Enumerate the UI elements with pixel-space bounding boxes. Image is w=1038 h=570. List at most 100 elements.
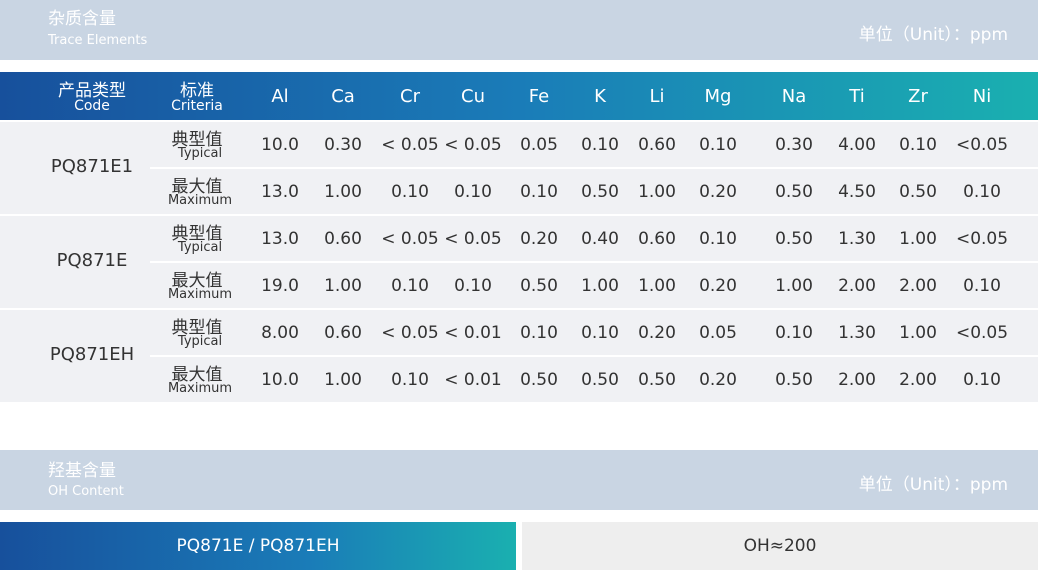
- header-element: Ti: [849, 86, 865, 107]
- value: 1.00: [581, 276, 619, 296]
- value: 0.20: [638, 323, 676, 343]
- value: 0.60: [324, 229, 362, 249]
- section-subtitle: Trace Elements: [48, 33, 148, 48]
- value: 0.60: [324, 323, 362, 343]
- value: 19.0: [261, 276, 299, 296]
- header-element: Cu: [461, 86, 485, 107]
- value: 0.60: [638, 229, 676, 249]
- header-element: Ca: [331, 86, 355, 107]
- value: < 0.05: [381, 229, 439, 249]
- row-separator: [150, 167, 1038, 169]
- criteria-label: 典型值: [171, 318, 223, 338]
- value: 0.10: [775, 323, 813, 343]
- value: 0.30: [324, 135, 362, 155]
- value: 0.10: [391, 370, 429, 390]
- value: 10.0: [261, 135, 299, 155]
- value: 2.00: [899, 276, 937, 296]
- value: 0.50: [899, 182, 937, 202]
- value: 0.20: [699, 276, 737, 296]
- row-group: PQ871EH 典型值 Typical 8.00 0.60 < 0.05 < 0.01 0.1…: [0, 310, 1038, 402]
- value: 0.05: [699, 323, 737, 343]
- criteria-label-en: Typical: [177, 240, 223, 255]
- section-subtitle: OH Content: [48, 484, 124, 499]
- section-title: 羟基含量: [48, 461, 116, 481]
- value: 0.40: [581, 229, 619, 249]
- value: < 0.05: [444, 229, 502, 249]
- value: 13.0: [261, 182, 299, 202]
- value: 0.20: [699, 370, 737, 390]
- trace-banner: 杂质含量 Trace Elements 单位（Unit）：ppm: [0, 0, 1038, 60]
- value: 0.30: [775, 135, 813, 155]
- value: 0.05: [520, 135, 558, 155]
- value: 0.10: [963, 182, 1001, 202]
- criteria-label-en: Maximum: [167, 193, 233, 208]
- value: 0.10: [963, 276, 1001, 296]
- header-criteria: 标准: [180, 81, 214, 101]
- header-element: Li: [649, 86, 665, 107]
- header-element: Al: [271, 86, 289, 107]
- criteria-label-en: Typical: [177, 146, 223, 161]
- value: 1.30: [838, 229, 876, 249]
- oh-value: OH≈200: [522, 522, 1038, 570]
- value: 2.00: [899, 370, 937, 390]
- value: 0.60: [638, 135, 676, 155]
- value: 0.50: [775, 370, 813, 390]
- value: 8.00: [261, 323, 299, 343]
- value: < 0.05: [381, 135, 439, 155]
- value: 0.50: [520, 370, 558, 390]
- row-separator: [150, 355, 1038, 357]
- value: 0.10: [899, 135, 937, 155]
- criteria-label: 典型值: [171, 130, 223, 150]
- value: 1.00: [324, 182, 362, 202]
- section-title: 杂质含量: [48, 9, 116, 29]
- value: 1.00: [638, 276, 676, 296]
- value: 0.10: [391, 182, 429, 202]
- value: 0.50: [638, 370, 676, 390]
- header-code: 产品类型: [58, 81, 126, 101]
- value: 1.00: [638, 182, 676, 202]
- value: 0.50: [775, 229, 813, 249]
- criteria-label-en: Maximum: [167, 287, 233, 302]
- header-element: Cr: [400, 86, 420, 107]
- value: 0.10: [454, 276, 492, 296]
- product-code: PQ871EH: [49, 344, 135, 365]
- criteria-label: 最大值: [171, 271, 223, 291]
- value: <0.05: [955, 135, 1009, 155]
- value: 1.00: [324, 370, 362, 390]
- value: 0.10: [391, 276, 429, 296]
- value: 2.00: [838, 370, 876, 390]
- value: <0.05: [955, 323, 1009, 343]
- unit: 单位（Unit）：ppm: [858, 25, 1008, 45]
- value: 0.10: [520, 182, 558, 202]
- value: 0.50: [775, 182, 813, 202]
- criteria-label: 最大值: [171, 177, 223, 197]
- criteria-label-en: Maximum: [167, 381, 233, 396]
- value: 1.30: [838, 323, 876, 343]
- value: 0.10: [699, 229, 737, 249]
- header-element: Na: [781, 86, 807, 107]
- criteria-label-en: Typical: [177, 334, 223, 349]
- value: 1.00: [324, 276, 362, 296]
- header-element: K: [594, 86, 606, 107]
- product-code: PQ871E: [56, 250, 128, 271]
- header-element: Mg: [704, 86, 732, 107]
- value: 2.00: [838, 276, 876, 296]
- value: < 0.01: [444, 323, 502, 343]
- value: 4.00: [838, 135, 876, 155]
- header-criteria-en: Criteria: [171, 98, 223, 114]
- row-group: PQ871E1 典型值 Typical 10.0 0.30 < 0.05 < 0.05 0.0…: [0, 122, 1038, 214]
- row-separator: [150, 261, 1038, 263]
- value: 0.20: [699, 182, 737, 202]
- value: 0.10: [520, 323, 558, 343]
- header-element: Ni: [972, 86, 992, 107]
- product-code: PQ871E1: [50, 156, 134, 177]
- header-code-en: Code: [74, 98, 110, 114]
- value: 0.50: [581, 370, 619, 390]
- criteria-label: 典型值: [171, 224, 223, 244]
- row-group: PQ871E 典型值 Typical 13.0 0.60 < 0.05 < 0.05 0.20…: [0, 216, 1038, 308]
- header-element: Zr: [908, 86, 928, 107]
- value: <0.05: [955, 229, 1009, 249]
- value: 0.10: [963, 370, 1001, 390]
- value: < 0.05: [381, 323, 439, 343]
